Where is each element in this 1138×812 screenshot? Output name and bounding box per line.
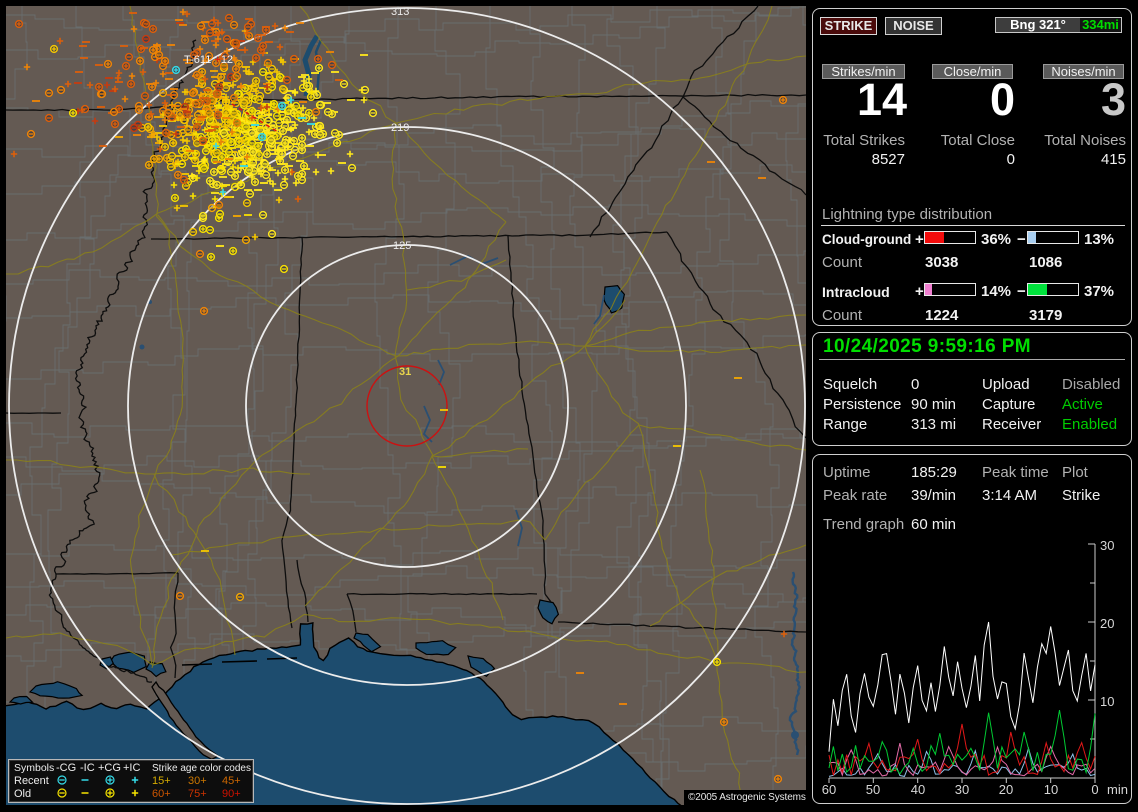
- svg-text:30: 30: [1100, 541, 1114, 553]
- svg-text:125: 125: [393, 240, 411, 252]
- svg-text:min: min: [1107, 782, 1128, 797]
- svg-text:20: 20: [999, 782, 1013, 797]
- svg-text:219: 219: [391, 122, 409, 134]
- svg-text:60: 60: [822, 782, 836, 797]
- svg-text:40: 40: [911, 782, 925, 797]
- svg-text:20: 20: [1100, 616, 1114, 631]
- svg-text:10: 10: [1100, 694, 1114, 709]
- svg-text:50: 50: [866, 782, 880, 797]
- svg-text:31: 31: [399, 366, 411, 378]
- svg-text:0: 0: [1091, 782, 1098, 797]
- svg-text:30: 30: [955, 782, 969, 797]
- svg-text:10: 10: [1044, 782, 1058, 797]
- svg-text:313: 313: [391, 6, 409, 18]
- svg-text:T-611 +12: T-611 +12: [184, 54, 233, 66]
